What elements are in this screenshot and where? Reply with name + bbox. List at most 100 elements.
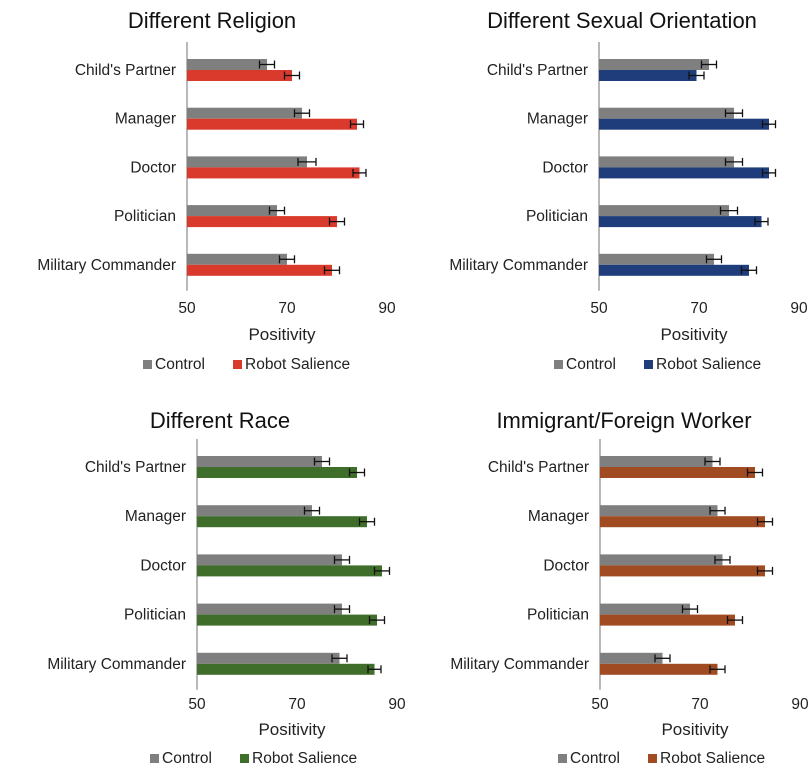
error-bar bbox=[726, 616, 744, 625]
error-bar bbox=[714, 555, 731, 564]
x-tick-label: 70 bbox=[288, 696, 306, 713]
legend-swatch bbox=[554, 360, 563, 369]
bar-robot-salience bbox=[197, 663, 375, 675]
bar-robot-salience bbox=[599, 70, 697, 81]
x-tick-label: 50 bbox=[188, 696, 206, 713]
bar-robot-salience bbox=[197, 614, 377, 626]
bar-control bbox=[599, 107, 734, 119]
error-bar bbox=[761, 120, 777, 129]
error-bar bbox=[756, 566, 774, 575]
error-bar bbox=[724, 109, 744, 118]
legend-label: Control bbox=[570, 750, 620, 767]
bar-control bbox=[197, 603, 342, 615]
error-bar bbox=[278, 255, 296, 264]
legend-label: Robot Salience bbox=[656, 356, 761, 373]
bar-control bbox=[187, 107, 302, 119]
bar-control bbox=[600, 652, 663, 664]
legend-label: Robot Salience bbox=[252, 750, 357, 767]
bar-control bbox=[197, 554, 342, 566]
error-bar bbox=[700, 60, 718, 69]
error-bar bbox=[352, 168, 367, 177]
category-label: Politician bbox=[526, 208, 588, 225]
legend-swatch bbox=[150, 754, 159, 763]
category-label: Politician bbox=[114, 208, 176, 225]
bar-control bbox=[600, 456, 713, 467]
error-bar bbox=[719, 206, 739, 215]
bar-control bbox=[187, 253, 287, 265]
bar-robot-salience bbox=[187, 118, 357, 130]
legend-label: Control bbox=[566, 356, 616, 373]
bar-control bbox=[197, 505, 312, 517]
error-bar bbox=[328, 217, 346, 226]
legend-swatch bbox=[648, 754, 657, 763]
x-tick-label: 50 bbox=[178, 300, 196, 317]
bar-control bbox=[600, 603, 690, 615]
bar-control bbox=[197, 652, 340, 664]
legend-label: Control bbox=[162, 750, 212, 767]
bar-robot-salience bbox=[600, 663, 718, 675]
bar-control bbox=[599, 156, 734, 168]
x-axis-label: Positivity bbox=[248, 325, 316, 344]
legend-label: Robot Salience bbox=[245, 356, 350, 373]
chart-svg: Different Religion Child's Partner Manager… bbox=[37, 8, 396, 373]
error-bar bbox=[333, 605, 351, 614]
bar-robot-salience bbox=[600, 516, 765, 528]
error-bar bbox=[709, 506, 726, 515]
bar-control bbox=[599, 59, 709, 70]
category-label: Child's Partner bbox=[75, 62, 176, 79]
x-tick-label: 90 bbox=[791, 696, 809, 713]
x-axis-label: Positivity bbox=[660, 325, 728, 344]
error-bar bbox=[654, 654, 671, 663]
error-bar bbox=[740, 266, 758, 275]
category-label: Politician bbox=[527, 607, 589, 624]
error-bar bbox=[293, 109, 311, 118]
chart-svg: Different Sexual Orientation Child's Part… bbox=[449, 8, 808, 373]
category-label: Manager bbox=[528, 508, 589, 525]
legend-swatch bbox=[240, 754, 249, 763]
error-bar bbox=[349, 120, 365, 129]
x-tick-label: 70 bbox=[691, 696, 709, 713]
x-tick-label: 90 bbox=[388, 696, 406, 713]
error-bar bbox=[358, 517, 376, 526]
x-tick-label: 90 bbox=[378, 300, 396, 317]
category-label: Doctor bbox=[543, 557, 589, 574]
x-tick-label: 70 bbox=[690, 300, 708, 317]
category-label: Doctor bbox=[140, 557, 186, 574]
bar-robot-salience bbox=[600, 614, 735, 626]
x-tick-label: 50 bbox=[591, 696, 609, 713]
bar-robot-salience bbox=[197, 516, 367, 528]
x-tick-label: 90 bbox=[790, 300, 808, 317]
error-bar bbox=[761, 168, 777, 177]
bar-robot-salience bbox=[187, 264, 332, 276]
bar-control bbox=[197, 456, 322, 467]
bar-robot-salience bbox=[187, 70, 292, 81]
bar-control bbox=[600, 554, 723, 566]
error-bar bbox=[297, 157, 317, 166]
error-bar bbox=[754, 217, 769, 226]
x-axis-label: Positivity bbox=[258, 720, 326, 739]
category-label: Manager bbox=[115, 111, 176, 128]
bar-robot-salience bbox=[187, 167, 360, 179]
error-bar bbox=[704, 457, 721, 466]
category-label: Military Commander bbox=[449, 257, 588, 274]
bar-robot-salience bbox=[599, 118, 769, 130]
error-bar bbox=[323, 266, 341, 275]
bar-control bbox=[599, 253, 714, 265]
error-bar bbox=[724, 157, 744, 166]
category-label: Doctor bbox=[130, 159, 176, 176]
bar-robot-salience bbox=[599, 167, 769, 179]
category-label: Doctor bbox=[542, 159, 588, 176]
error-bar bbox=[258, 60, 276, 69]
bar-robot-salience bbox=[599, 216, 762, 228]
error-bar bbox=[756, 517, 774, 526]
legend-swatch bbox=[143, 360, 152, 369]
category-label: Manager bbox=[527, 111, 588, 128]
chart-title: Different Race bbox=[150, 408, 290, 433]
category-label: Manager bbox=[125, 508, 186, 525]
bar-robot-salience bbox=[197, 467, 357, 478]
error-bar bbox=[268, 206, 286, 215]
bar-control bbox=[187, 156, 307, 168]
bar-robot-salience bbox=[600, 467, 755, 478]
chart-title: Different Religion bbox=[128, 8, 296, 33]
chart-title: Immigrant/Foreign Worker bbox=[496, 408, 751, 433]
